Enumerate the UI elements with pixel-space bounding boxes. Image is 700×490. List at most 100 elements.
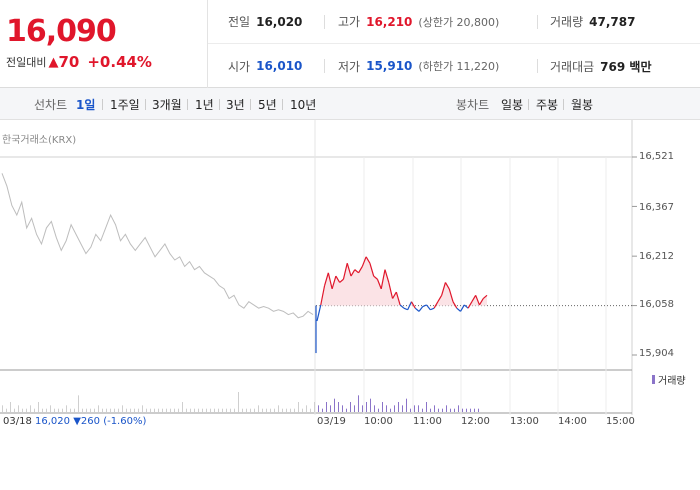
previous-day-line (1, 173, 314, 319)
volume-bar (250, 408, 251, 412)
period-5y[interactable]: 5년 (258, 98, 277, 112)
volume-bar (386, 405, 387, 412)
price-segment-down (316, 304, 322, 322)
volume-bar (478, 408, 479, 412)
volume-bar (462, 408, 463, 412)
volume-bar (466, 408, 467, 412)
quote-header: 16,090 전일대비 ▲ 70 +0.44% 전일 16,020 고가 16,… (0, 0, 700, 88)
previous-day-info: 03/18 16,020 ▼260 (-1.60%) (3, 416, 147, 427)
volume-bar (158, 408, 159, 412)
y-tick: 16,367 (639, 202, 674, 213)
volume-bar (382, 402, 383, 412)
volume-bar (94, 408, 95, 412)
volume-bar (170, 408, 171, 412)
x-tick: 13:00 (510, 416, 539, 427)
intraday-chart[interactable] (0, 120, 700, 420)
volume-bar (142, 405, 143, 412)
candle-monthly[interactable]: 월봉 (571, 98, 594, 112)
volume-bar (186, 408, 187, 412)
quote-stats: 전일 16,020 고가 16,210 (상한가 20,800) 거래량 47,… (208, 0, 700, 88)
price-segment-up (331, 275, 337, 290)
price-segment-down (430, 307, 435, 311)
volume-bar (70, 408, 71, 412)
price-segment-down (403, 307, 408, 311)
volume-bar (378, 408, 379, 412)
volume-bar (114, 408, 115, 412)
volume-bar (438, 408, 439, 412)
volume-bar (454, 408, 455, 412)
volume-bar (290, 408, 291, 412)
volume-bar (194, 408, 195, 412)
price-segment-up (444, 282, 450, 290)
price-segment-up (320, 285, 326, 306)
price-segment-up (452, 301, 458, 309)
change-value: 70 (58, 53, 80, 71)
x-tick: 11:00 (413, 416, 442, 427)
volume-bar (226, 408, 227, 412)
period-1d[interactable]: 1일 (76, 98, 96, 112)
volume-bar (398, 402, 399, 412)
volume-bar (270, 408, 271, 412)
volume-bar (102, 408, 103, 412)
period-3m[interactable]: 3개월 (152, 98, 182, 112)
volume-bar (214, 408, 215, 412)
stats-row-1: 전일 16,020 고가 16,210 (상한가 20,800) 거래량 47,… (208, 0, 700, 44)
x-tick: 15:00 (606, 416, 635, 427)
y-tick: 16,212 (639, 251, 674, 262)
price-segment-up (323, 272, 329, 286)
candle-weekly[interactable]: 주봉 (536, 98, 559, 112)
candle-chart-label: 봉차트 (456, 98, 490, 112)
price-segment-up (384, 269, 390, 283)
price-segment-up (350, 269, 356, 277)
volume-bar (210, 408, 211, 412)
volume-bar (30, 405, 31, 412)
volume-bar (58, 408, 59, 412)
volume-bar (54, 408, 55, 412)
price-segment-up (475, 295, 481, 306)
change-percent: +0.44% (87, 53, 152, 71)
volume-bar (362, 405, 363, 412)
period-3y[interactable]: 3년 (226, 98, 245, 112)
volume-bar (402, 405, 403, 412)
x-tick: 14:00 (558, 416, 587, 427)
price-segment-up (482, 294, 488, 299)
volume-bar (426, 402, 427, 412)
volume-bar (14, 408, 15, 412)
volume-bar (298, 402, 299, 412)
volume-bar (22, 408, 23, 412)
volume-bar (450, 408, 451, 412)
volume-bar (474, 408, 475, 412)
up-arrow-icon: ▲ (48, 54, 59, 70)
volume-bar (42, 408, 43, 412)
volume-bar (246, 408, 247, 412)
data-source: 한국거래소(KRX) (2, 135, 77, 146)
volume-bar (34, 408, 35, 412)
volume-legend: 거래량 (652, 372, 686, 387)
price-segment-up (346, 263, 352, 277)
volume-bar (430, 408, 431, 412)
change-label: 전일대비 (6, 56, 47, 69)
volume-bar (418, 405, 419, 412)
volume: 거래량 47,787 (550, 14, 636, 30)
volume-bar (470, 408, 471, 412)
price-segment-down (399, 304, 405, 309)
volume-bar (374, 405, 375, 412)
volume-bar (62, 408, 63, 412)
volume-bar (150, 408, 151, 412)
volume-bar (222, 408, 223, 412)
candle-daily[interactable]: 일봉 (501, 98, 524, 112)
price-segment-up (471, 295, 477, 303)
volume-bar (154, 408, 155, 412)
volume-bar (174, 408, 175, 412)
volume-bar (234, 408, 235, 412)
period-1w[interactable]: 1주일 (110, 98, 140, 112)
volume-bar (314, 402, 315, 412)
period-10y[interactable]: 10년 (290, 98, 317, 112)
price-segment-up (376, 279, 382, 290)
volume-bar (370, 398, 371, 412)
volume-bar (330, 405, 331, 412)
price-summary: 16,090 전일대비 ▲ 70 +0.44% (0, 0, 208, 88)
volume-bar (118, 408, 119, 412)
prev-close: 전일 16,020 (228, 14, 303, 30)
period-1y[interactable]: 1년 (195, 98, 214, 112)
